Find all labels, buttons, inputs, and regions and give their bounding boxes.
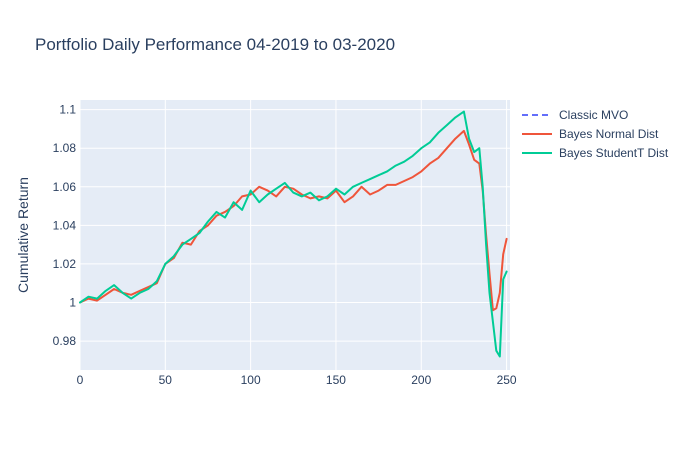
legend-item-classic-mvo[interactable]: Classic MVO (522, 108, 628, 122)
legend-label: Classic MVO (559, 108, 628, 122)
x-tick-label: 100 (241, 373, 261, 387)
x-tick-label: 150 (326, 373, 346, 387)
legend-item-bayes-studentt-dist[interactable]: Bayes StudentT Dist (522, 146, 669, 160)
legend[interactable]: Classic MVO Bayes Normal Dist Bayes Studen… (522, 108, 669, 160)
y-tick-label: 1.1 (59, 103, 76, 117)
x-gridlines (79, 100, 508, 370)
y-tick-label: 1 (69, 296, 76, 310)
x-tick-label: 250 (497, 373, 517, 387)
x-tick-labels: 0 50 100 150 200 250 (77, 373, 517, 387)
x-tick-label: 200 (411, 373, 431, 387)
y-tick-label: 1.02 (53, 257, 77, 271)
y-tick-label: 0.98 (53, 334, 77, 348)
chart-title: Portfolio Daily Performance 04-2019 to 0… (35, 35, 395, 54)
series-line-bayes-studentt-dist (79, 110, 508, 358)
legend-item-bayes-normal-dist[interactable]: Bayes Normal Dist (522, 127, 659, 141)
y-tick-label: 1.04 (53, 218, 77, 232)
y-gridlines (80, 109, 510, 342)
y-tick-label: 1.06 (53, 180, 77, 194)
legend-label: Bayes StudentT Dist (559, 146, 669, 160)
series-layer (79, 110, 508, 358)
y-axis-title: Cumulative Return (15, 177, 31, 293)
legend-label: Bayes Normal Dist (559, 127, 659, 141)
plot-area (80, 100, 510, 370)
x-tick-label: 50 (159, 373, 173, 387)
x-tick-label: 0 (77, 373, 84, 387)
y-tick-label: 1.08 (53, 141, 77, 155)
y-tick-labels: 0.98 1 1.02 1.04 1.06 1.08 1.1 (53, 103, 77, 348)
